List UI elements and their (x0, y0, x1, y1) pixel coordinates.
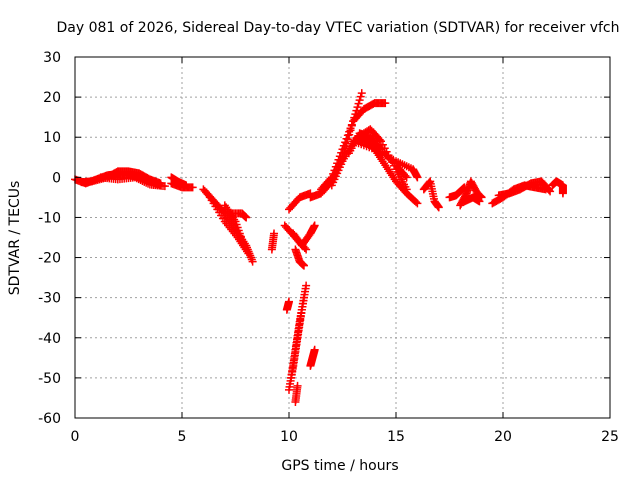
data-point-marker (130, 173, 139, 182)
data-point-marker (378, 140, 387, 149)
data-point-marker (342, 134, 351, 143)
data-point-marker (353, 103, 362, 112)
data-point-marker (134, 175, 143, 184)
axis-ticks: 0 5 10 15 20 25 30 20 10 0 -10 -20 -30 -40 -50 -60 (38, 50, 619, 445)
data-point-marker (341, 138, 350, 147)
data-point-marker (380, 144, 389, 153)
data-point-marker (310, 221, 319, 230)
data-point-marker (381, 99, 390, 108)
data-point-marker (354, 99, 363, 108)
data-point-marker (140, 177, 149, 186)
data-point-marker (293, 381, 302, 390)
data-point-marker (132, 174, 141, 183)
data-point-marker (388, 158, 397, 167)
y-tick-label: 30 (43, 50, 61, 66)
data-point-marker (244, 249, 253, 258)
data-point-marker (375, 135, 384, 144)
data-points (71, 89, 567, 406)
x-tick-label: 5 (178, 429, 187, 445)
data-point-marker (302, 281, 311, 290)
data-point-marker (357, 89, 366, 98)
y-tick-label: -10 (38, 210, 61, 226)
data-point-marker (382, 147, 391, 156)
data-point-marker (355, 96, 364, 105)
data-point-marker (333, 159, 342, 168)
data-point-marker (310, 345, 319, 354)
data-point-marker (242, 213, 251, 222)
data-point-marker (546, 187, 555, 196)
data-point-marker (401, 171, 410, 180)
x-axis-label: GPS time / hours (281, 458, 398, 474)
data-point-marker (334, 155, 343, 164)
y-tick-label: -20 (38, 251, 61, 267)
x-tick-label: 10 (280, 429, 298, 445)
y-axis-label: SDTVAR / TECUs (7, 181, 23, 296)
y-tick-label: -30 (38, 291, 61, 307)
grid-lines (75, 57, 610, 418)
data-point-marker (240, 241, 249, 250)
data-point-marker (434, 203, 443, 212)
data-point-marker (390, 161, 399, 170)
data-point-marker (412, 198, 421, 207)
data-point-marker (384, 151, 393, 160)
data-point-marker (377, 137, 386, 146)
y-tick-label: -60 (38, 411, 61, 427)
y-tick-label: -40 (38, 331, 61, 347)
data-point-marker (188, 183, 197, 192)
x-tick-label: 25 (601, 429, 619, 445)
data-point-marker (136, 176, 145, 185)
data-point-marker (402, 185, 411, 194)
x-tick-label: 15 (387, 429, 405, 445)
x-tick-label: 20 (494, 429, 512, 445)
data-point-marker (402, 173, 411, 182)
x-tick-label: 0 (71, 429, 80, 445)
data-point-marker (282, 305, 291, 314)
data-point-marker (248, 257, 257, 266)
data-point-marker (346, 124, 355, 133)
data-point-marker (338, 145, 347, 154)
data-point-marker (339, 141, 348, 150)
data-point-marker (299, 293, 308, 302)
data-point-marker (558, 189, 567, 198)
data-point-marker (413, 173, 422, 182)
data-point-marker (343, 131, 352, 140)
data-point-marker (337, 148, 346, 157)
data-point-marker (144, 179, 153, 188)
y-tick-label: -50 (38, 371, 61, 387)
data-point-marker (299, 261, 308, 270)
y-tick-label: 0 (52, 170, 61, 186)
data-point-marker (138, 176, 147, 185)
data-point-marker (386, 154, 395, 163)
data-point-marker (347, 120, 356, 129)
y-tick-label: 20 (43, 90, 61, 106)
data-point-marker (425, 178, 434, 187)
data-point-marker (413, 199, 422, 208)
data-point-marker (475, 197, 484, 206)
data-point-marker (142, 178, 151, 187)
plot-frame (74, 56, 611, 419)
data-point-marker (345, 127, 354, 136)
y-tick-label: 10 (43, 130, 61, 146)
chart-title: Day 081 of 2026, Sidereal Day-to-day VTE… (56, 20, 619, 36)
data-point-marker (356, 92, 365, 101)
data-point-marker (267, 245, 276, 254)
data-point-marker (160, 182, 169, 191)
data-point-marker (545, 186, 554, 195)
data-point-marker (302, 245, 311, 254)
